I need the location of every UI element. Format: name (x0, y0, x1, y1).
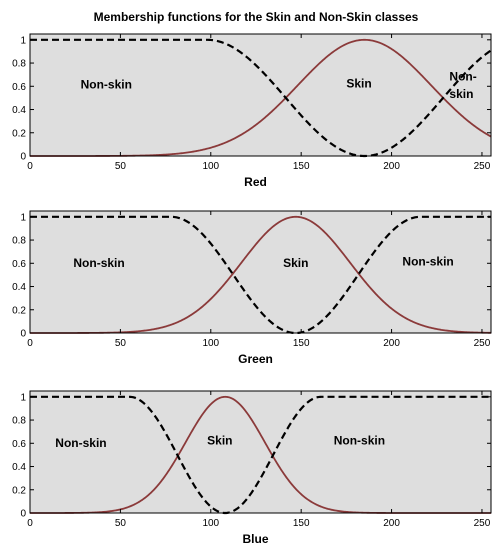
region-label: Non-skin (81, 78, 132, 92)
plot-area (30, 391, 491, 513)
y-tick-label: 0.4 (12, 105, 26, 116)
x-axis-label: Green (238, 352, 273, 366)
x-tick-label: 150 (293, 518, 310, 529)
x-tick-label: 50 (115, 518, 127, 529)
plot-area (30, 211, 491, 333)
subplot-1: 0 50 100 150 200 250 0 0.2 0.4 0.6 0.8 1 Non-skin Ski… (12, 33, 492, 189)
x-tick-label: 100 (202, 518, 219, 529)
x-tick-label: 200 (383, 161, 400, 172)
x-axis-label: Red (244, 175, 267, 189)
y-tick-label: 0 (20, 329, 26, 340)
y-tick-label: 0.8 (12, 59, 26, 70)
x-tick-label: 100 (202, 338, 219, 349)
region-label: Non-skin (402, 255, 453, 269)
x-axis-label: Blue (242, 532, 268, 546)
y-tick-label: 0.4 (12, 282, 26, 293)
y-tick-label: 0.6 (12, 259, 26, 270)
x-tick-label: 50 (115, 161, 127, 172)
y-tick-label: 0.6 (12, 439, 26, 450)
y-tick-label: 1 (20, 212, 26, 223)
y-tick-label: 0 (20, 509, 26, 520)
non-skin-curve (30, 215, 491, 335)
y-tick-label: 0.8 (12, 236, 26, 247)
x-tick-label: 200 (383, 518, 400, 529)
axes-frame (29, 210, 492, 334)
y-tick-label: 0 (20, 152, 26, 163)
y-tick-label: 0.2 (12, 485, 26, 496)
x-tick-label: 150 (293, 338, 310, 349)
region-label: skin (449, 87, 473, 101)
plot-area (30, 34, 491, 156)
y-tick-label: 0.6 (12, 82, 26, 93)
region-label: Non-skin (55, 436, 106, 450)
y-tick-label: 0.4 (12, 462, 26, 473)
y-tick-label: 0.2 (12, 305, 26, 316)
subplot-2: 0 50 100 150 200 250 0 0.2 0.4 0.6 0.8 1 Non-skin Ski… (12, 210, 492, 366)
axes-frame (29, 390, 492, 514)
x-tick-label: 250 (474, 161, 491, 172)
region-label: Non-skin (73, 256, 124, 270)
region-label: Non-skin (334, 433, 385, 447)
x-tick-label: 200 (383, 338, 400, 349)
region-label: Skin (283, 256, 308, 270)
axes-frame (29, 33, 492, 157)
x-tick-label: 150 (293, 161, 310, 172)
subplot-3: 0 50 100 150 200 250 0 0.2 0.4 0.6 0.8 1 Non-skin Ski… (12, 390, 492, 546)
x-tick-label: 250 (474, 338, 491, 349)
region-label: Skin (346, 76, 371, 90)
y-tick-label: 1 (20, 35, 26, 46)
x-tick-label: 0 (27, 518, 33, 529)
x-tick-label: 50 (115, 338, 127, 349)
figure-title: Membership functions for the Skin and No… (94, 10, 419, 24)
x-tick-label: 0 (27, 338, 33, 349)
y-tick-label: 1 (20, 392, 26, 403)
x-tick-label: 0 (27, 161, 33, 172)
region-label: Non- (449, 69, 476, 83)
y-tick-label: 0.2 (12, 128, 26, 139)
y-tick-label: 0.8 (12, 416, 26, 427)
x-tick-label: 250 (474, 518, 491, 529)
x-tick-label: 100 (202, 161, 219, 172)
region-label: Skin (207, 433, 232, 447)
